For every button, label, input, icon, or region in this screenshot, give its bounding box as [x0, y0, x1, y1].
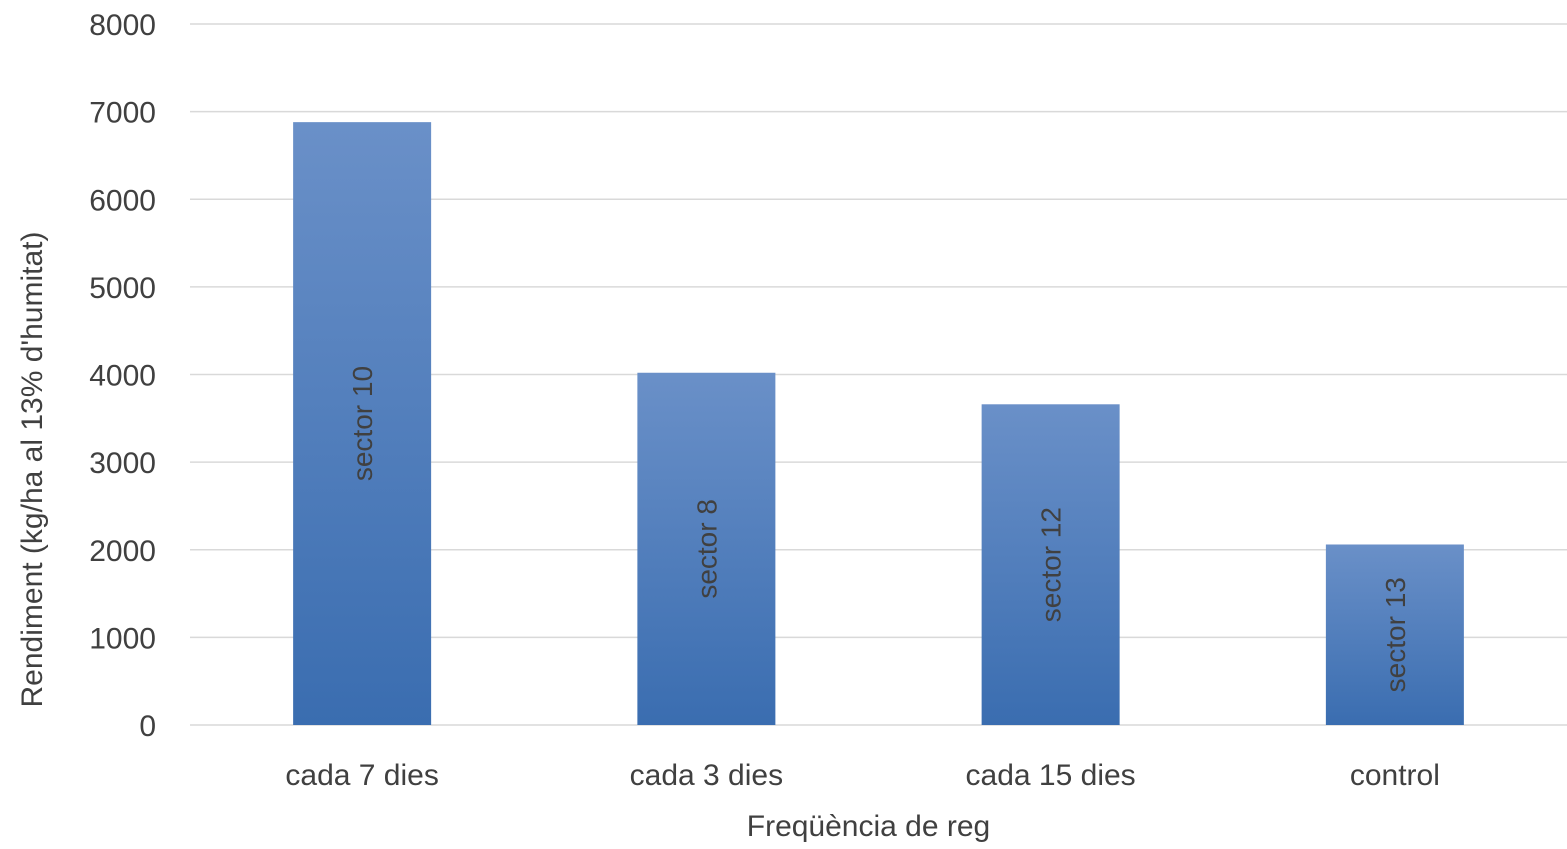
y-axis-title: Rendiment (kg/ha al 13% d'humitat)	[16, 232, 49, 708]
bar-data-label: sector 10	[347, 366, 378, 481]
bar-data-label: sector 8	[691, 499, 722, 599]
x-tick-label: control	[1350, 759, 1440, 792]
bar-3	[981, 404, 1120, 725]
x-tick-label: cada 15 dies	[966, 759, 1136, 792]
y-axis-ticks: 0 1000 2000 3000 4000 5000 6000 7000 8000	[89, 9, 156, 743]
bar-data-label: sector 12	[1036, 507, 1067, 622]
y-tick-label: 4000	[89, 360, 156, 393]
x-axis-ticks: cada 7 dies cada 3 dies cada 15 dies contro…	[285, 759, 1440, 792]
y-tick-label: 1000	[89, 622, 156, 655]
y-tick-label: 3000	[89, 447, 156, 480]
x-axis-title: Freqüència de reg	[747, 810, 991, 843]
bar-4	[1325, 544, 1464, 725]
y-tick-label: 7000	[89, 97, 156, 130]
y-tick-label: 8000	[89, 9, 156, 42]
y-tick-label: 0	[139, 710, 156, 743]
bar-1	[293, 122, 432, 725]
x-tick-label: cada 7 dies	[285, 759, 438, 792]
x-tick-label: cada 3 dies	[630, 759, 783, 792]
bar-2	[637, 372, 776, 725]
y-tick-label: 5000	[89, 272, 156, 305]
bars: sector 10 sector 8 sector 12 sector 13	[293, 122, 1464, 725]
y-tick-label: 6000	[89, 184, 156, 217]
y-tick-label: 2000	[89, 535, 156, 568]
bar-data-label: sector 13	[1380, 577, 1411, 692]
